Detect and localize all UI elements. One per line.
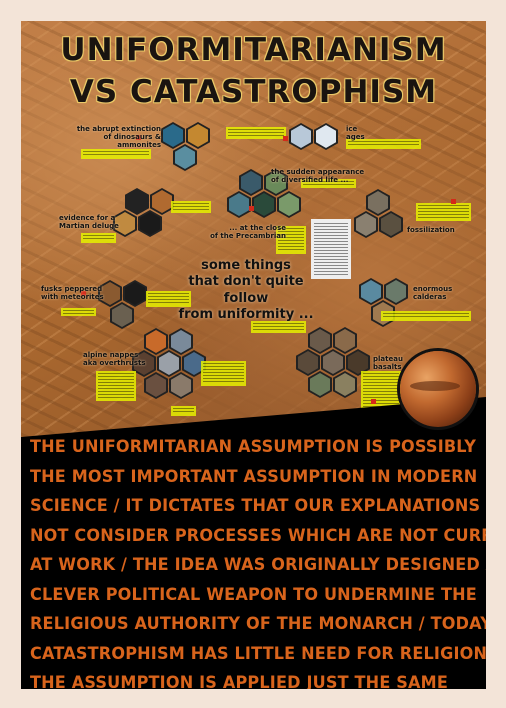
- note-block: [81, 149, 151, 159]
- label-martian-deluge: evidence for a Martian deluge: [59, 214, 119, 231]
- note-block: [301, 179, 356, 188]
- body-text: THE UNIFORMITARIAN ASSUMPTION IS POSSIBL…: [30, 437, 486, 689]
- poster: the abrupt extinction of dinosaurs & ammo…: [21, 21, 486, 689]
- label-meteorites: fusks peppered with meteorites: [41, 285, 104, 302]
- black-panel: [21, 397, 486, 689]
- poster-title-line1: UNIFORMITARIANISM: [60, 32, 447, 68]
- note-block: [81, 233, 116, 243]
- note-block: [361, 371, 401, 411]
- note-block: [251, 321, 306, 333]
- label-ice-ages: ice ages: [346, 125, 365, 142]
- label-calderas: enormous calderas: [413, 285, 453, 302]
- note-block: [276, 226, 306, 254]
- note-block: [201, 361, 246, 386]
- label-extinction: the abrupt extinction of dinosaurs & ammo…: [76, 125, 161, 150]
- note-block: [226, 127, 286, 139]
- note-block: [171, 201, 211, 213]
- note-block: [146, 291, 191, 307]
- label-fossilization: fossilization: [407, 226, 455, 234]
- label-nappes: alpine nappes aka overthrusts: [83, 351, 146, 368]
- label-precambrian: ... at the close of the Precambrian: [210, 224, 286, 241]
- note-block: [416, 203, 471, 221]
- mars-planet-image: [400, 351, 476, 427]
- note-block: [61, 308, 96, 316]
- note-block: [171, 406, 196, 416]
- note-block: [381, 311, 471, 321]
- label-basalts: plateau basalts: [373, 355, 403, 372]
- document-excerpt: [311, 219, 351, 279]
- note-block: [346, 139, 421, 149]
- label-diversified-life: the sudden appearance of diversified life…: [271, 168, 365, 185]
- center-caption: some things that don't quite follow from…: [178, 258, 314, 322]
- poster-title-line2: VS CATASTROPHISM: [69, 74, 438, 110]
- note-block: [96, 371, 136, 401]
